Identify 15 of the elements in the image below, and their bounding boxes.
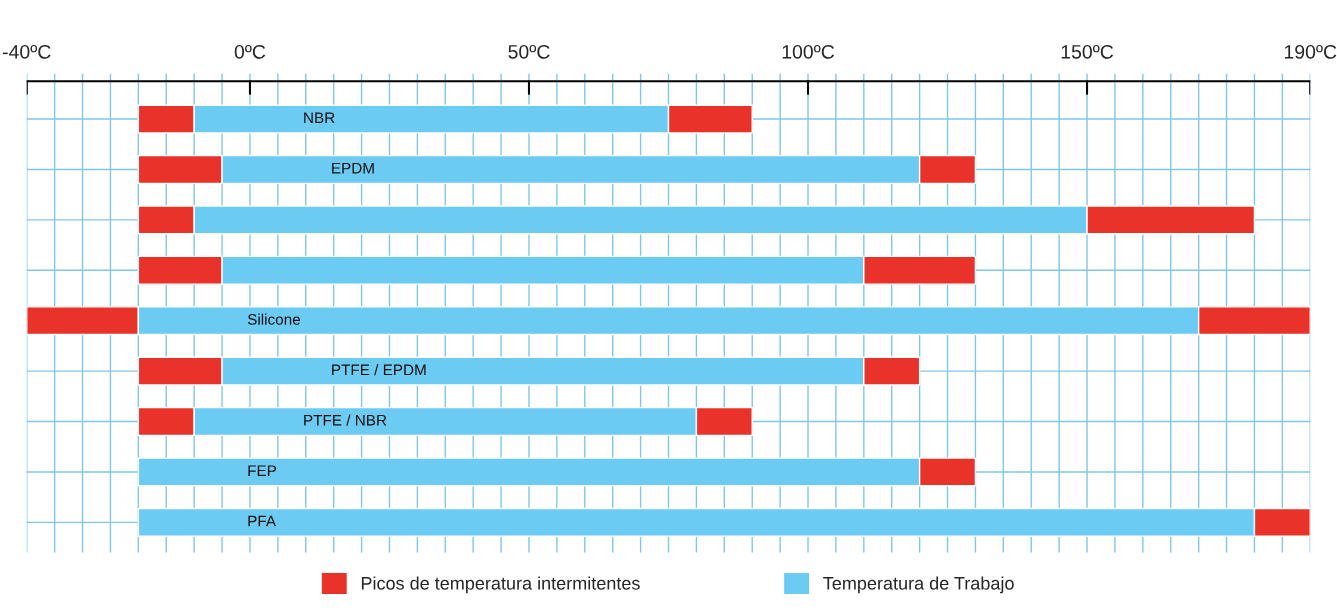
- x-tick-label: 100ºC: [782, 44, 835, 59]
- x-tick-label: 150ºC: [1061, 44, 1114, 59]
- y-tick-label: Silicone: [247, 313, 300, 325]
- y-tick-label: PTFE / EPDM: [332, 363, 426, 376]
- legend-label: Temperatura de Trabajo: [823, 576, 1014, 594]
- legend-label: Picos de temperatura intermitentes: [361, 576, 640, 594]
- x-tick-label: 0ºC: [234, 44, 266, 59]
- x-tick-label: 190ºC: [1284, 44, 1337, 59]
- y-tick-label: FEP: [248, 465, 277, 476]
- x-tick-label: 50ºC: [508, 44, 550, 59]
- y-tick-label: EPDM: [332, 162, 374, 174]
- y-tick-label: NBR: [304, 112, 335, 123]
- y-tick-label: PTFE / NBR: [304, 414, 387, 426]
- y-tick-label: PFA: [248, 515, 277, 527]
- x-tick-label: -40ºC: [2, 44, 51, 59]
